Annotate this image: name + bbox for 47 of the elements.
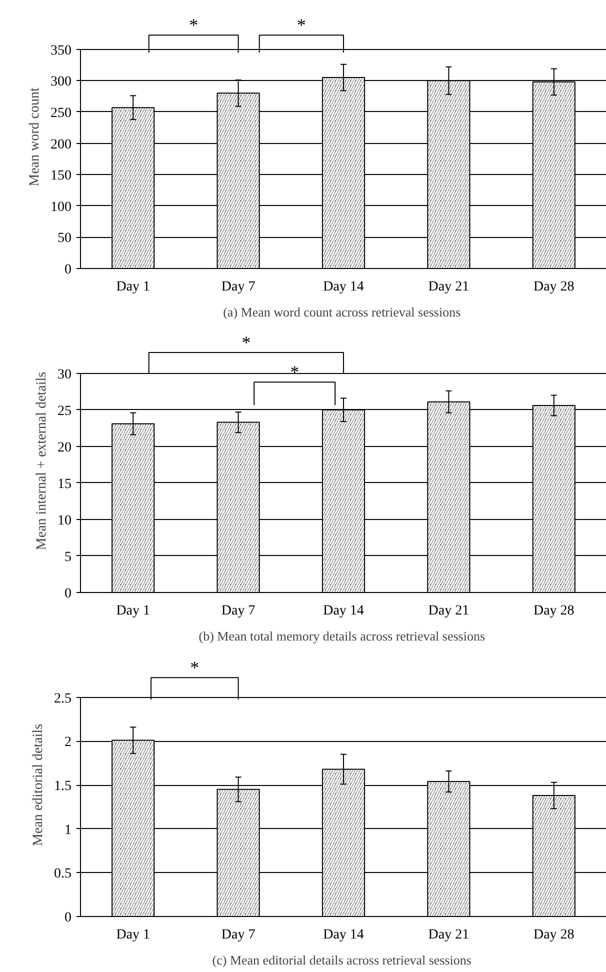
text: (b) Mean total memory details across retrieval sessions	[198, 628, 486, 644]
annotation: *	[290, 362, 300, 382]
y-tick-label: 0	[64, 586, 72, 602]
x-tick-label: Day 28	[533, 604, 574, 618]
x-tick-label: Day 28	[533, 280, 574, 294]
text: *	[190, 658, 200, 678]
y-tick-label: 0.5	[54, 866, 72, 882]
y-tick-label: 0	[64, 910, 72, 926]
y-tick-label: 1.5	[54, 779, 72, 794]
y-tick-label: 200	[50, 137, 72, 152]
text: *	[296, 15, 306, 36]
x-tick-label: Day 7	[221, 280, 256, 294]
y-tick-label: 30	[58, 367, 72, 382]
x-tick-label: Day 7	[221, 928, 256, 942]
x-tick-label: Day 7	[221, 604, 256, 618]
x-tick-label: Day 28	[533, 928, 574, 942]
x-tick-label: Day 1	[116, 280, 150, 294]
y-axis-title: Mean internal + external details	[34, 372, 50, 550]
y-tick-label: 50	[58, 231, 72, 246]
x-tick-label: Day 14	[323, 280, 364, 294]
x-tick-label: Day 1	[116, 928, 150, 942]
x-tick-label: Day 1	[116, 604, 150, 618]
y-tick-label: 20	[58, 440, 72, 456]
x-tick-label: Day 21	[428, 928, 470, 942]
y-tick-label: 1	[64, 822, 72, 838]
y-tick-label: 300	[50, 74, 72, 90]
y-tick-label: 150	[50, 168, 72, 184]
text: *	[242, 332, 251, 353]
y-axis-title: Mean editorial details	[31, 724, 46, 846]
y-tick-label: 5	[64, 550, 72, 565]
x-tick-label: Day 21	[428, 280, 470, 294]
y-tick-label: 100	[50, 200, 72, 215]
y-tick-label: 250	[50, 106, 72, 121]
y-tick-label: 2	[64, 735, 72, 750]
y-tick-label: 0	[64, 262, 72, 278]
x-tick-label: Day 21	[428, 604, 470, 618]
text: *	[189, 15, 198, 36]
y-tick-label: 350	[50, 43, 72, 58]
y-axis-title: Mean word count	[28, 88, 42, 186]
text: (c) Mean editorial details across retrieval sessions	[212, 952, 472, 968]
y-tick-label: 2.5	[54, 691, 72, 706]
x-tick-label: Day 14	[323, 604, 364, 618]
y-tick-label: 10	[58, 513, 72, 528]
y-tick-label: 15	[58, 476, 72, 492]
text: (a) Mean word count across retrieval sessions	[223, 304, 461, 320]
y-tick-label: 25	[58, 404, 72, 419]
x-tick-label: Day 14	[323, 928, 364, 942]
